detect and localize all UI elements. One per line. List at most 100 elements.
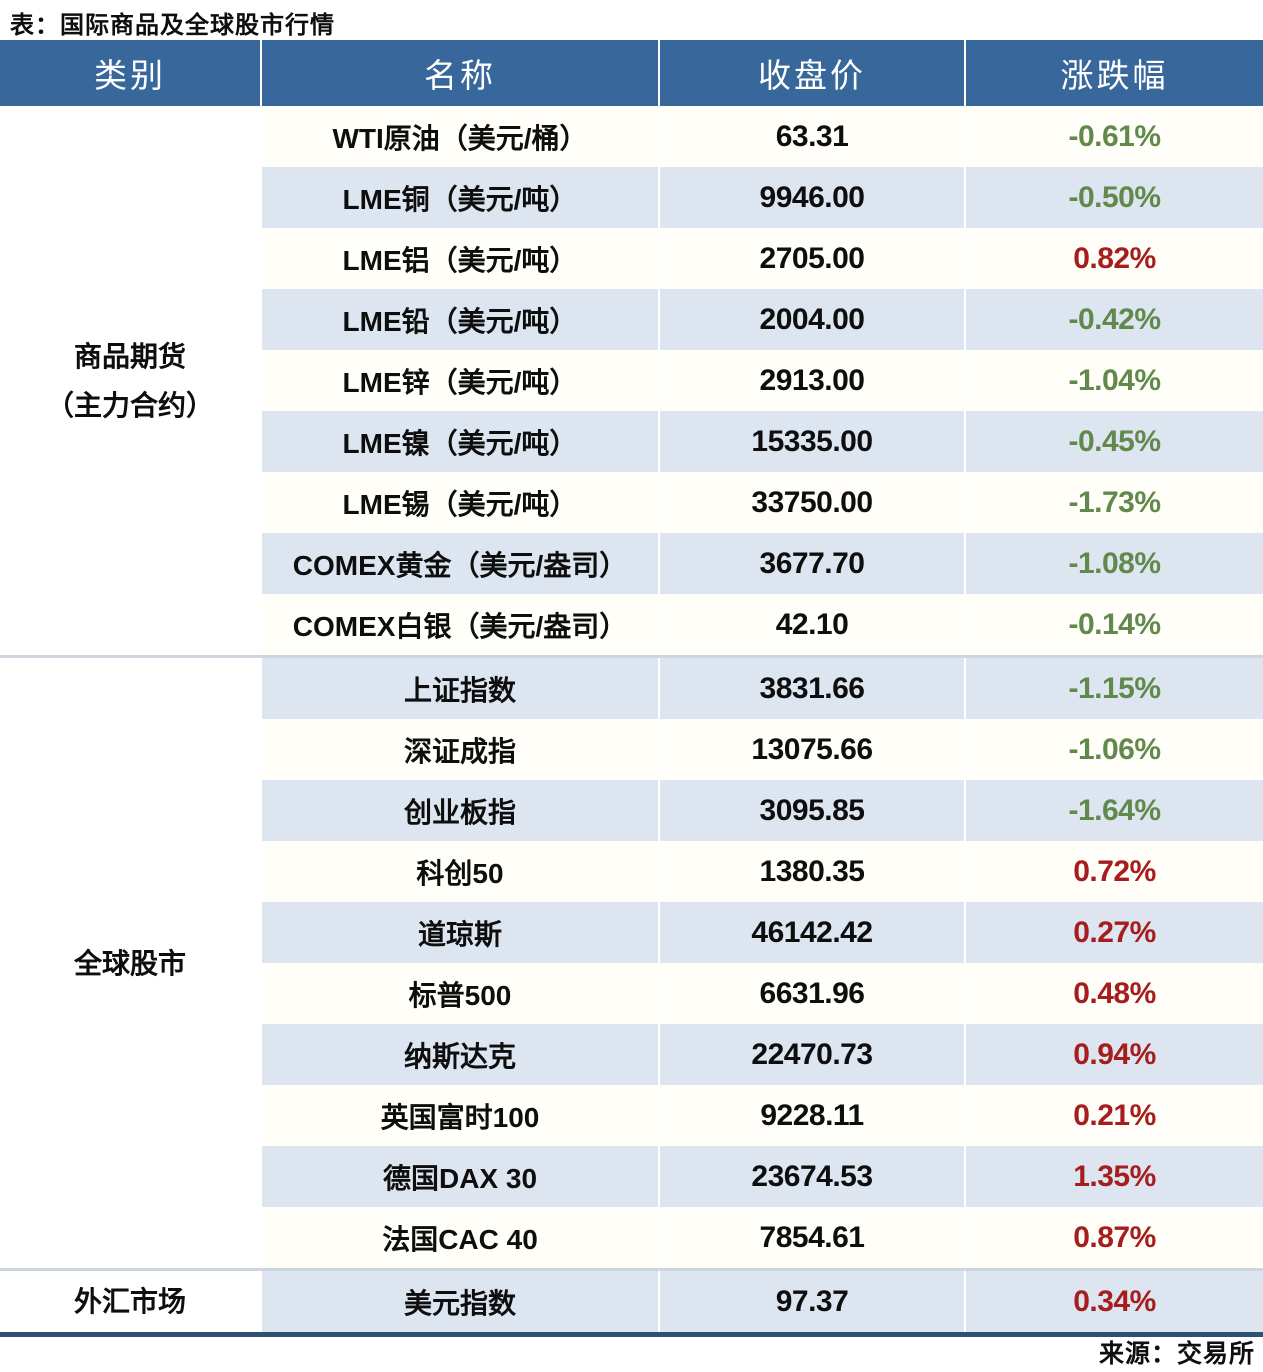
instrument-name: LME铝（美元/吨） (262, 228, 660, 289)
instrument-name: 道琼斯 (262, 902, 660, 963)
close-price: 33750.00 (660, 472, 966, 533)
change-percent: 0.34% (1073, 1284, 1156, 1318)
page-title: 表：国际商品及全球股市行情 (10, 12, 335, 39)
close-price: 2705.00 (660, 228, 966, 289)
table-row: 创业板指 3095.85 -1.64% (262, 780, 1263, 841)
instrument-name: 纳斯达克 (262, 1024, 660, 1085)
instrument-name: LME铜（美元/吨） (262, 167, 660, 228)
table-header-row: 类别 名称 收盘价 涨跌幅 (0, 40, 1263, 106)
header-close: 收盘价 (660, 40, 966, 106)
change-percent: -0.14% (1068, 607, 1161, 641)
category-label: 外汇市场 (73, 1286, 186, 1317)
group-rows: 美元指数 97.37 0.34% (262, 1271, 1263, 1332)
table-row: COMEX白银（美元/盎司） 42.10 -0.14% (262, 594, 1263, 655)
change-percent: -1.15% (1068, 671, 1161, 705)
table-row: LME铜（美元/吨） 9946.00 -0.50% (262, 167, 1263, 228)
change-percent: 0.21% (1073, 1098, 1156, 1132)
table-row: 美元指数 97.37 0.34% (262, 1271, 1263, 1332)
category-label: 商品期货 (73, 340, 186, 372)
change-percent: -0.61% (1068, 119, 1161, 153)
instrument-name: 美元指数 (262, 1271, 660, 1332)
category-label: （主力合约） (45, 389, 214, 421)
table-row: LME锡（美元/吨） 33750.00 -1.73% (262, 472, 1263, 533)
instrument-name: WTI原油（美元/桶） (262, 106, 660, 167)
close-price: 23674.53 (660, 1146, 966, 1207)
instrument-name: 创业板指 (262, 780, 660, 841)
table-row: 道琼斯 46142.42 0.27% (262, 902, 1263, 963)
close-price: 63.31 (660, 106, 966, 167)
instrument-name: 法国CAC 40 (262, 1207, 660, 1268)
table-row: 德国DAX 30 23674.53 1.35% (262, 1146, 1263, 1207)
category-label: 全球股市 (73, 947, 186, 979)
close-price: 42.10 (660, 594, 966, 655)
close-price: 22470.73 (660, 1024, 966, 1085)
change-percent: 0.94% (1073, 1037, 1156, 1071)
header-name: 名称 (262, 40, 660, 106)
close-price: 1380.35 (660, 841, 966, 902)
close-price: 15335.00 (660, 411, 966, 472)
instrument-name: LME铅（美元/吨） (262, 289, 660, 350)
table-row: 上证指数 3831.66 -1.15% (262, 658, 1263, 719)
instrument-name: 上证指数 (262, 658, 660, 719)
change-percent: -1.06% (1068, 732, 1161, 766)
instrument-name: 英国富时100 (262, 1085, 660, 1146)
instrument-name: COMEX黄金（美元/盎司） (262, 533, 660, 594)
table-row: LME镍（美元/吨） 15335.00 -0.45% (262, 411, 1263, 472)
category-cell: 商品期货 （主力合约） (0, 106, 262, 655)
close-price: 6631.96 (660, 963, 966, 1024)
group-rows: 上证指数 3831.66 -1.15% 深证成指 13075.66 -1.06%… (262, 658, 1263, 1268)
instrument-name: 科创50 (262, 841, 660, 902)
header-category: 类别 (0, 40, 262, 106)
change-percent: -1.04% (1068, 363, 1161, 397)
close-price: 46142.42 (660, 902, 966, 963)
header-change: 涨跌幅 (1060, 59, 1169, 95)
category-cell: 全球股市 (0, 658, 262, 1268)
close-price: 2004.00 (660, 289, 966, 350)
close-price: 7854.61 (660, 1207, 966, 1268)
close-price: 9228.11 (660, 1085, 966, 1146)
table-row: 科创50 1380.35 0.72% (262, 841, 1263, 902)
table-row: LME铝（美元/吨） 2705.00 0.82% (262, 228, 1263, 289)
close-price: 2913.00 (660, 350, 966, 411)
table-row: COMEX黄金（美元/盎司） 3677.70 -1.08% (262, 533, 1263, 594)
change-percent: -0.42% (1068, 302, 1161, 336)
change-percent: 0.72% (1073, 854, 1156, 888)
category-cell: 外汇市场 (0, 1271, 262, 1332)
market-table: 类别 名称 收盘价 涨跌幅 商品期货 （主力合约） WTI原油（美元/桶） 63.… (0, 40, 1263, 1337)
group-rows: WTI原油（美元/桶） 63.31 -0.61% LME铜（美元/吨） 9946… (262, 106, 1263, 655)
table-row: 英国富时100 9228.11 0.21% (262, 1085, 1263, 1146)
table-row: 深证成指 13075.66 -1.06% (262, 719, 1263, 780)
close-price: 3677.70 (660, 533, 966, 594)
close-price: 13075.66 (660, 719, 966, 780)
table-row: 标普500 6631.96 0.48% (262, 963, 1263, 1024)
table-row: LME锌（美元/吨） 2913.00 -1.04% (262, 350, 1263, 411)
table-row: 纳斯达克 22470.73 0.94% (262, 1024, 1263, 1085)
table-body: 商品期货 （主力合约） WTI原油（美元/桶） 63.31 -0.61% LME铜… (0, 106, 1263, 1337)
change-percent: -1.08% (1068, 546, 1161, 580)
instrument-name: LME锌（美元/吨） (262, 350, 660, 411)
close-price: 9946.00 (660, 167, 966, 228)
change-percent: 0.48% (1073, 976, 1156, 1010)
source-label: 来源：交易所 (1098, 1340, 1255, 1368)
table-row: LME铅（美元/吨） 2004.00 -0.42% (262, 289, 1263, 350)
table-row: WTI原油（美元/桶） 63.31 -0.61% (262, 106, 1263, 167)
change-percent: -0.45% (1068, 424, 1161, 458)
close-price: 97.37 (660, 1271, 966, 1332)
instrument-name: COMEX白银（美元/盎司） (262, 594, 660, 655)
instrument-name: LME锡（美元/吨） (262, 472, 660, 533)
instrument-name: 标普500 (262, 963, 660, 1024)
change-percent: 0.87% (1073, 1220, 1156, 1254)
change-percent: 1.35% (1073, 1159, 1156, 1193)
instrument-name: 深证成指 (262, 719, 660, 780)
close-price: 3831.66 (660, 658, 966, 719)
category-group: 外汇市场 美元指数 97.37 0.34% (0, 1268, 1263, 1332)
instrument-name: 德国DAX 30 (262, 1146, 660, 1207)
change-percent: 0.27% (1073, 915, 1156, 949)
close-price: 3095.85 (660, 780, 966, 841)
table-row: 法国CAC 40 7854.61 0.87% (262, 1207, 1263, 1268)
category-group: 全球股市 上证指数 3831.66 -1.15% 深证成指 13075.66 -… (0, 655, 1263, 1268)
change-percent: -1.64% (1068, 793, 1161, 827)
change-percent: 0.82% (1073, 241, 1156, 275)
category-group: 商品期货 （主力合约） WTI原油（美元/桶） 63.31 -0.61% LME铜… (0, 106, 1263, 655)
